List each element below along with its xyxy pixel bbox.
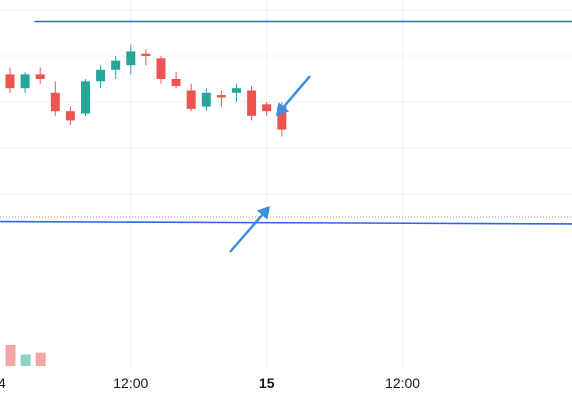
candle-body [202, 93, 211, 107]
candle-body [247, 91, 256, 116]
candle-body [232, 88, 241, 93]
candle-body [36, 74, 45, 79]
candle-body [111, 61, 120, 70]
annotation-arrow-down [276, 75, 311, 116]
volume-bar [21, 354, 31, 366]
x-tick-label: 12:00 [113, 375, 148, 391]
x-tick-label: 15 [259, 375, 275, 391]
candle-body [172, 79, 181, 86]
candle-body [6, 74, 15, 88]
candle-body [157, 58, 166, 79]
candle-body [187, 91, 196, 109]
candle-body [51, 93, 60, 111]
candle-body [21, 74, 30, 88]
candle-body [262, 104, 271, 111]
volume-bar [6, 345, 16, 366]
candle-body [96, 70, 105, 82]
support-trendline [0, 222, 572, 224]
candle-body [217, 95, 226, 97]
x-tick-label: 12:00 [385, 375, 420, 391]
candle-body [66, 111, 75, 120]
x-tick-label: 4 [0, 375, 6, 391]
candle-body [141, 54, 150, 56]
annotation-arrow-up [229, 206, 270, 253]
volume-bar [36, 353, 46, 366]
candle-body [126, 51, 135, 65]
candle-body [81, 81, 90, 113]
